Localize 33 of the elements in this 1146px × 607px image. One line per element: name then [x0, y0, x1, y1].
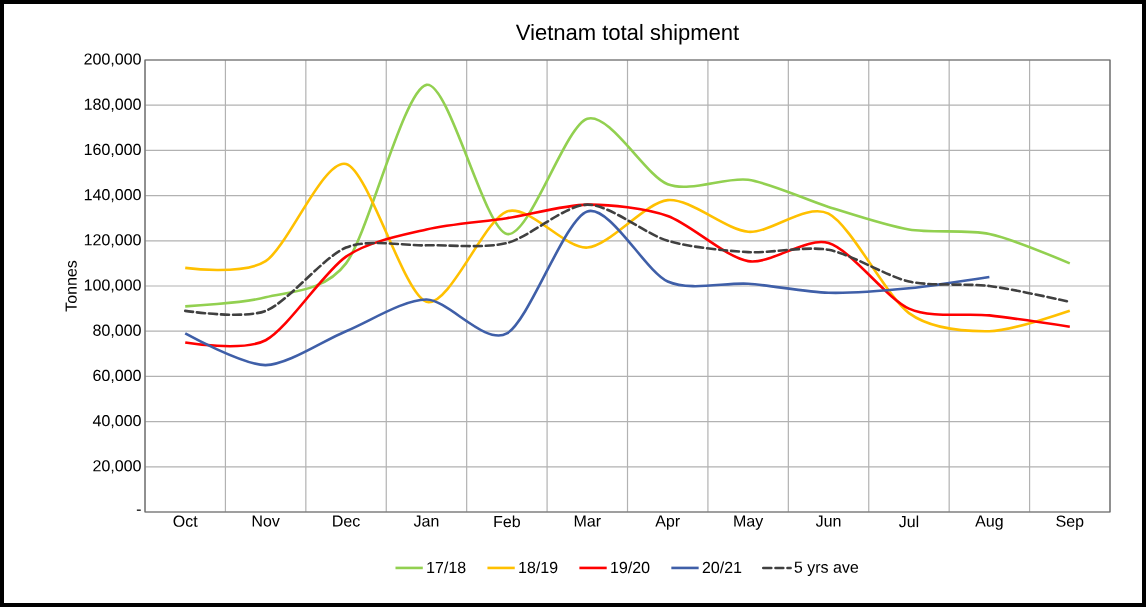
y-tick-label: 40,000 [92, 414, 141, 429]
line-series [183, 83, 1072, 308]
line-series [183, 162, 1072, 333]
x-tick-label: May [734, 515, 764, 530]
legend-label: 19/20 [611, 561, 650, 574]
y-tick-label: 160,000 [84, 143, 141, 157]
y-tick-label: 140,000 [84, 188, 141, 203]
legend-label: 5 yrs ave [794, 561, 859, 577]
x-tick-label: Nov [252, 515, 280, 527]
y-tick-label: 120,000 [84, 234, 141, 248]
chart-title: Vietnam total shipment [515, 23, 739, 45]
y-tick-label: 20,000 [93, 460, 141, 474]
y-tick-label: 100,000 [84, 279, 141, 293]
x-tick-label: Oct [173, 515, 198, 527]
y-tick-label: 80,000 [93, 324, 141, 338]
x-tick-label: Feb [494, 515, 520, 528]
x-tick-label: Jun [815, 515, 841, 527]
line-series [183, 210, 991, 367]
x-tick-label: Mar [574, 515, 601, 527]
x-tick-label: Dec [333, 515, 360, 527]
y-tick-label: 180,000 [84, 98, 141, 112]
y-tick-label: - [136, 509, 141, 511]
x-tick-label: Sep [1056, 515, 1084, 531]
x-tick-label: Jul [898, 515, 919, 528]
y-tick-label: 200,000 [84, 53, 141, 67]
legend-label: 17/18 [427, 561, 466, 574]
legend-label: 20/21 [702, 561, 742, 574]
x-tick-label: Aug [975, 515, 1003, 530]
legend-label: 18/19 [519, 561, 558, 574]
x-tick-label: Apr [655, 515, 680, 530]
y-tick-label: 60,000 [93, 369, 141, 383]
y-axis-title: Tonnes [65, 260, 77, 312]
x-tick-label: Jan [413, 515, 439, 527]
